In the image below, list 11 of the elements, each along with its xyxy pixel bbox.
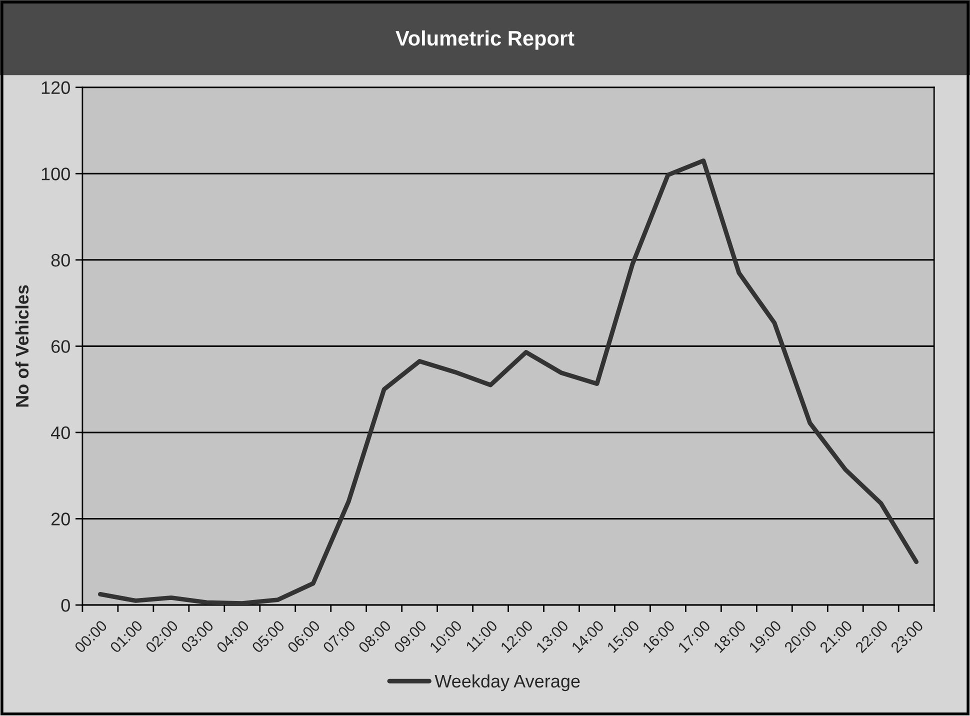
y-tick-label: 20 bbox=[51, 512, 70, 526]
y-tick-label: 100 bbox=[42, 168, 70, 180]
y-tick-label: 60 bbox=[51, 340, 70, 353]
chart-title: Volumetric Report bbox=[396, 30, 574, 50]
y-tick-label: 0 bbox=[61, 598, 70, 612]
y-axis-title: No of Vehicles bbox=[15, 285, 29, 407]
y-tick-label: 40 bbox=[50, 426, 70, 440]
line-series bbox=[98, 158, 919, 606]
legend-label: Weekday Average bbox=[434, 674, 580, 692]
y-tick-label: 120 bbox=[42, 81, 70, 94]
y-tick-label: 80 bbox=[51, 254, 70, 267]
